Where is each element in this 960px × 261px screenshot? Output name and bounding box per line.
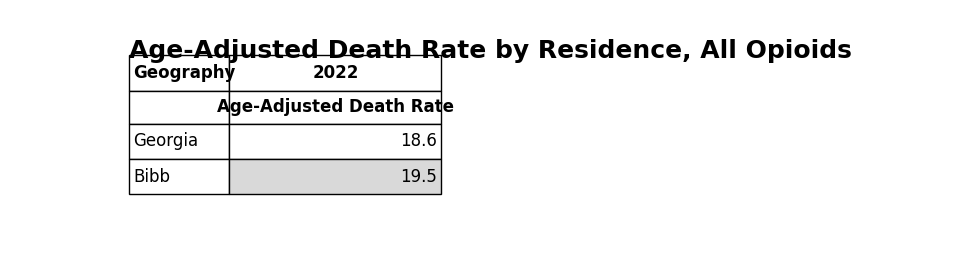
Bar (129, 91, 229, 124)
Bar (129, 159, 229, 194)
Text: Age-Adjusted Death Rate: Age-Adjusted Death Rate (217, 98, 454, 116)
Bar (229, 55, 442, 91)
Text: Age-Adjusted Death Rate by Residence, All Opioids: Age-Adjusted Death Rate by Residence, Al… (129, 39, 852, 63)
Text: 2022: 2022 (312, 64, 359, 82)
Text: Georgia: Georgia (133, 132, 199, 150)
Bar (129, 55, 229, 91)
Bar (229, 159, 442, 194)
Text: 18.6: 18.6 (400, 132, 437, 150)
Text: Bibb: Bibb (133, 168, 170, 186)
Bar (229, 91, 442, 124)
Bar (229, 124, 442, 159)
Text: 19.5: 19.5 (400, 168, 437, 186)
Text: Geography: Geography (133, 64, 236, 82)
Bar (129, 124, 229, 159)
